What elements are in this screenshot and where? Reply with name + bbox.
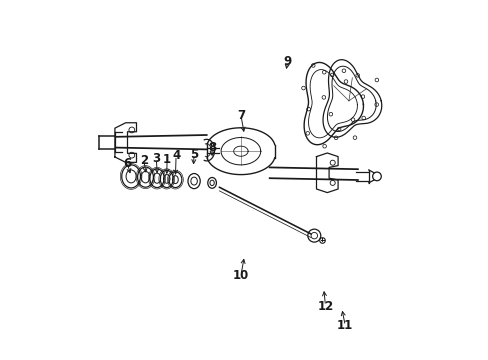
Text: 8: 8 [207,141,216,154]
Text: 10: 10 [232,269,248,282]
Text: 11: 11 [337,319,353,332]
Text: 4: 4 [172,149,180,162]
Text: 5: 5 [189,148,198,161]
Text: 6: 6 [123,157,131,170]
Text: 12: 12 [317,300,333,312]
Text: 2: 2 [140,154,147,167]
Text: 9: 9 [283,55,291,68]
Text: 7: 7 [236,109,244,122]
Text: 3: 3 [152,152,160,165]
Text: 1: 1 [163,153,171,166]
